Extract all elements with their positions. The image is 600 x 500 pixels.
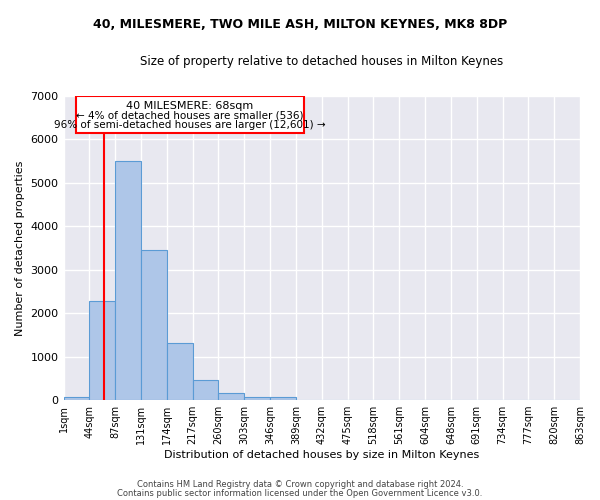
Bar	[218, 394, 244, 400]
Y-axis label: Number of detached properties: Number of detached properties	[15, 160, 25, 336]
Bar	[167, 343, 193, 400]
Text: Contains HM Land Registry data © Crown copyright and database right 2024.: Contains HM Land Registry data © Crown c…	[137, 480, 463, 489]
Title: Size of property relative to detached houses in Milton Keynes: Size of property relative to detached ho…	[140, 55, 503, 68]
Text: Contains public sector information licensed under the Open Government Licence v3: Contains public sector information licen…	[118, 488, 482, 498]
Text: 40 MILESMERE: 68sqm: 40 MILESMERE: 68sqm	[127, 100, 254, 110]
X-axis label: Distribution of detached houses by size in Milton Keynes: Distribution of detached houses by size …	[164, 450, 479, 460]
Bar	[141, 250, 167, 400]
Text: ← 4% of detached houses are smaller (536): ← 4% of detached houses are smaller (536…	[76, 110, 304, 120]
Text: 96% of semi-detached houses are larger (12,601) →: 96% of semi-detached houses are larger (…	[54, 120, 326, 130]
Bar	[193, 380, 218, 400]
Bar	[89, 302, 115, 400]
Bar	[270, 397, 296, 400]
Bar	[244, 397, 270, 400]
Bar	[115, 161, 141, 400]
Text: 40, MILESMERE, TWO MILE ASH, MILTON KEYNES, MK8 8DP: 40, MILESMERE, TWO MILE ASH, MILTON KEYN…	[93, 18, 507, 30]
FancyBboxPatch shape	[76, 96, 304, 134]
Bar	[64, 397, 89, 400]
